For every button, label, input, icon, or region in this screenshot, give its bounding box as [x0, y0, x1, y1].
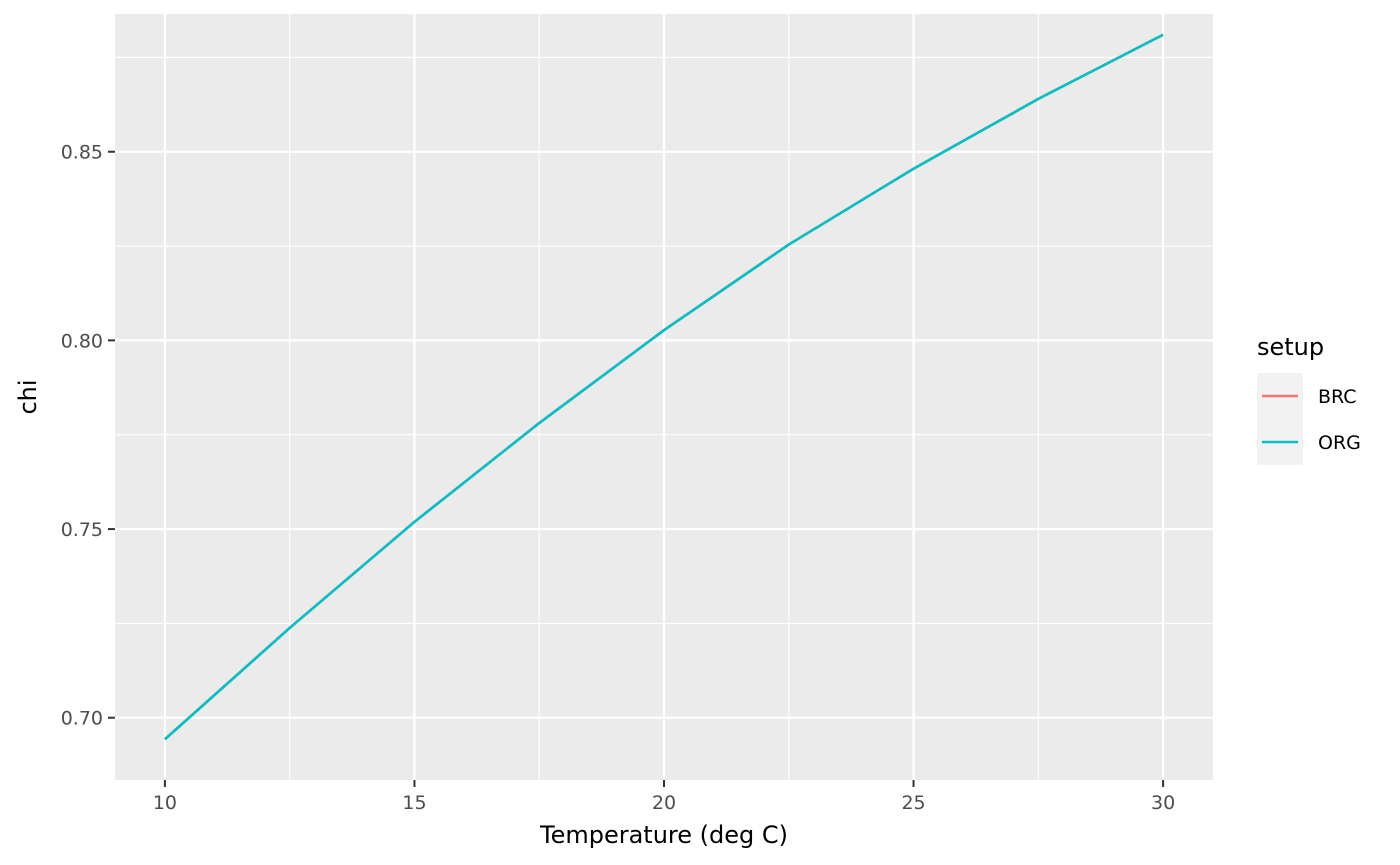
x-tick-label: 30	[1151, 792, 1175, 814]
y-axis: 0.70 0.75 0.80 0.85	[61, 142, 115, 730]
x-tick-label: 20	[652, 792, 676, 814]
legend-title: setup	[1257, 333, 1324, 361]
y-tick-label: 0.75	[61, 519, 103, 541]
series-layer	[164, 33, 1164, 741]
legend-label-brc: BRC	[1318, 386, 1357, 408]
legend-items: BRC ORG	[1262, 386, 1361, 454]
x-axis-title: Temperature (deg C)	[539, 821, 788, 849]
series-line-org	[164, 33, 1164, 741]
legend-label-org: ORG	[1318, 432, 1361, 454]
major-gridlines	[115, 14, 1213, 780]
legend: setup BRC ORG	[1257, 333, 1361, 465]
x-tick-label: 25	[901, 792, 925, 814]
y-axis-title: chi	[14, 379, 42, 414]
x-axis: 10 15 20 25 30	[153, 780, 1175, 814]
y-tick-label: 0.80	[61, 330, 103, 352]
x-tick-label: 10	[153, 792, 177, 814]
y-tick-label: 0.85	[61, 142, 103, 164]
legend-key-background	[1257, 373, 1303, 465]
x-tick-label: 15	[402, 792, 426, 814]
y-tick-label: 0.70	[61, 708, 103, 730]
